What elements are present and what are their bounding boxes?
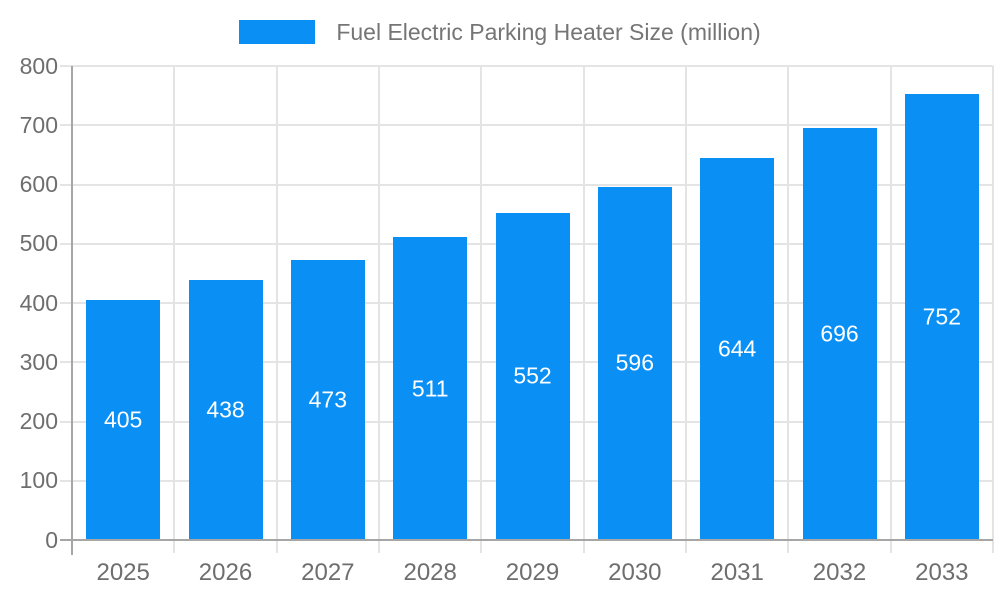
- x-axis-tick: [582, 540, 585, 553]
- bar: 473: [290, 259, 365, 540]
- x-tick-label: 2027: [301, 559, 355, 586]
- y-gridline: [60, 65, 993, 67]
- y-tick-label: 100: [19, 467, 58, 494]
- x-gridline: [685, 66, 687, 540]
- y-tick-label: 0: [45, 526, 58, 553]
- y-tick-label: 200: [19, 408, 58, 434]
- y-tick-label: 300: [19, 348, 58, 375]
- x-tick-label: 2028: [403, 559, 457, 586]
- x-tick-label: 2030: [608, 559, 662, 586]
- x-tick-label: 2033: [915, 559, 969, 586]
- x-gridline: [992, 66, 994, 540]
- bar-value-label: 511: [411, 375, 449, 402]
- x-gridline: [173, 66, 176, 540]
- x-axis-tick: [992, 540, 994, 553]
- x-gridline: [582, 66, 585, 540]
- bar-value-label: 405: [103, 406, 143, 433]
- x-axis-tick: [480, 540, 483, 553]
- x-gridline: [378, 66, 380, 540]
- x-tick-label: 2031: [710, 559, 764, 586]
- x-gridline: [889, 66, 892, 540]
- x-axis-line: [60, 539, 993, 541]
- bar: 438: [188, 280, 263, 540]
- x-axis-tick: [275, 540, 278, 553]
- y-tick-label: 500: [19, 230, 58, 257]
- bar: 511: [393, 237, 468, 540]
- y-axis-line: [71, 66, 73, 555]
- x-tick-label: 2032: [812, 559, 867, 586]
- bar: 596: [597, 186, 672, 540]
- bar: 552: [495, 212, 570, 540]
- bar-value-label: 438: [206, 396, 245, 423]
- x-axis-tick: [787, 540, 790, 553]
- x-gridline: [787, 66, 790, 540]
- y-gridline: [60, 183, 993, 186]
- y-tick-label: 400: [19, 289, 58, 316]
- bar: 752: [904, 94, 979, 540]
- bar-value-label: 644: [717, 335, 757, 362]
- x-gridline: [480, 66, 483, 540]
- y-tick-label: 600: [19, 171, 58, 197]
- y-gridline: [60, 124, 993, 127]
- x-tick-label: 2029: [505, 559, 560, 586]
- x-axis-tick: [685, 540, 687, 553]
- bar: 696: [802, 127, 877, 540]
- bar: 644: [700, 158, 775, 540]
- x-axis-tick: [889, 540, 892, 553]
- legend-swatch: [239, 20, 316, 44]
- x-gridline: [275, 66, 278, 540]
- y-tick-label: 700: [19, 111, 58, 138]
- bar-value-label: 752: [922, 303, 962, 330]
- bar: 405: [86, 300, 161, 540]
- bar-value-label: 473: [308, 386, 348, 413]
- x-axis-tick: [378, 540, 380, 553]
- bar-value-label: 552: [513, 362, 552, 389]
- legend: Fuel Electric Parking Heater Size (milli…: [0, 14, 1000, 50]
- x-tick-label: 2026: [198, 559, 253, 586]
- y-tick-label: 800: [19, 52, 58, 79]
- bar-value-label: 596: [615, 349, 655, 376]
- legend-label: Fuel Electric Parking Heater Size (milli…: [336, 18, 761, 45]
- x-tick-label: 2025: [96, 559, 150, 586]
- x-axis-tick: [173, 540, 176, 553]
- bar-value-label: 696: [820, 320, 859, 347]
